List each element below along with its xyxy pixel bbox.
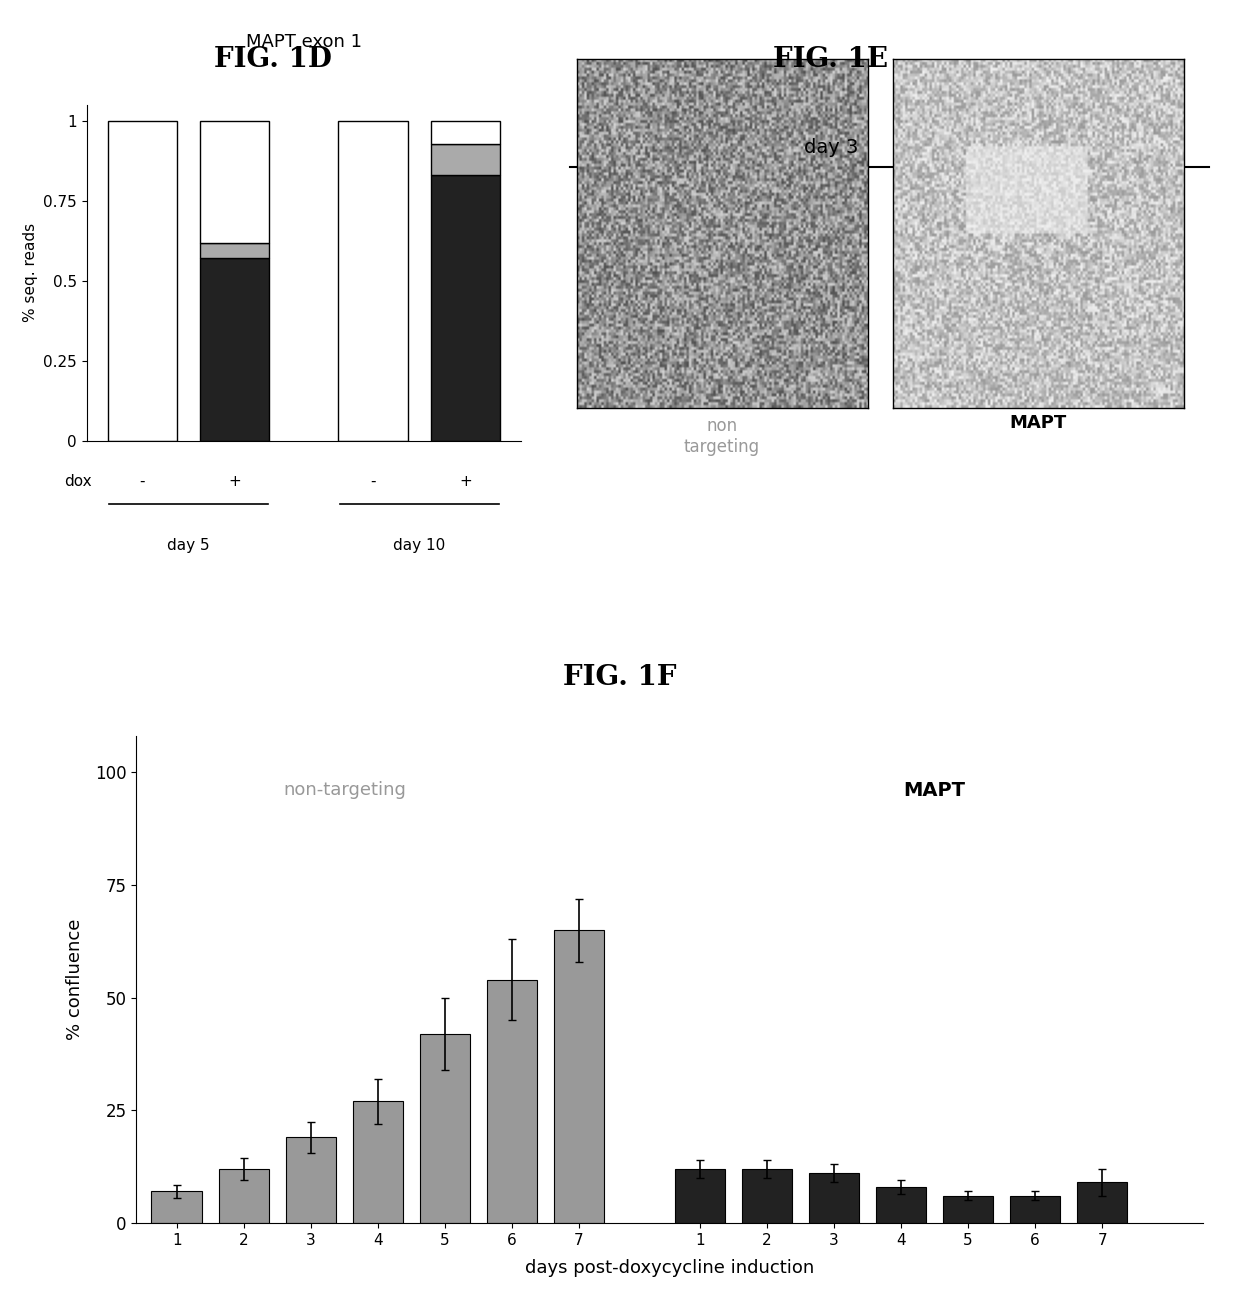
Text: MAPT: MAPT	[904, 781, 966, 801]
Bar	[108, 121, 177, 441]
Text: FIG. 1E: FIG. 1E	[774, 46, 888, 74]
Bar	[200, 242, 269, 259]
Bar	[1078, 1182, 1127, 1223]
Text: day 5: day 5	[167, 538, 210, 552]
Bar	[430, 121, 500, 143]
Text: MAPT: MAPT	[1009, 414, 1066, 433]
Bar	[875, 1187, 926, 1223]
Bar	[808, 1173, 859, 1223]
Bar	[1009, 1195, 1060, 1223]
Text: FIG. 1D: FIG. 1D	[213, 46, 332, 74]
Bar	[200, 259, 269, 441]
Bar	[339, 121, 408, 441]
Bar	[151, 1191, 202, 1223]
Y-axis label: % confluence: % confluence	[66, 919, 84, 1040]
Bar	[285, 1137, 336, 1223]
Bar	[200, 121, 269, 242]
Text: non
targeting: non targeting	[683, 417, 760, 456]
Title: MAPT exon 1: MAPT exon 1	[246, 33, 362, 51]
Bar	[487, 980, 537, 1223]
Bar	[675, 1169, 725, 1223]
Text: day 3: day 3	[804, 138, 858, 156]
Text: +: +	[228, 475, 241, 489]
Text: +: +	[459, 475, 471, 489]
Text: dox: dox	[63, 475, 92, 489]
Text: -: -	[139, 475, 145, 489]
Text: -: -	[371, 475, 376, 489]
Y-axis label: % seq. reads: % seq. reads	[22, 224, 37, 322]
Bar	[352, 1102, 403, 1223]
Text: non-targeting: non-targeting	[283, 781, 405, 800]
Bar	[430, 175, 500, 441]
Text: FIG. 1F: FIG. 1F	[563, 664, 677, 692]
Bar	[430, 143, 500, 175]
Bar	[942, 1195, 993, 1223]
Bar	[218, 1169, 269, 1223]
X-axis label: days post-doxycycline induction: days post-doxycycline induction	[525, 1258, 815, 1277]
Bar	[742, 1169, 792, 1223]
Text: day 10: day 10	[393, 538, 445, 552]
Bar	[420, 1034, 470, 1223]
Bar	[554, 930, 604, 1223]
